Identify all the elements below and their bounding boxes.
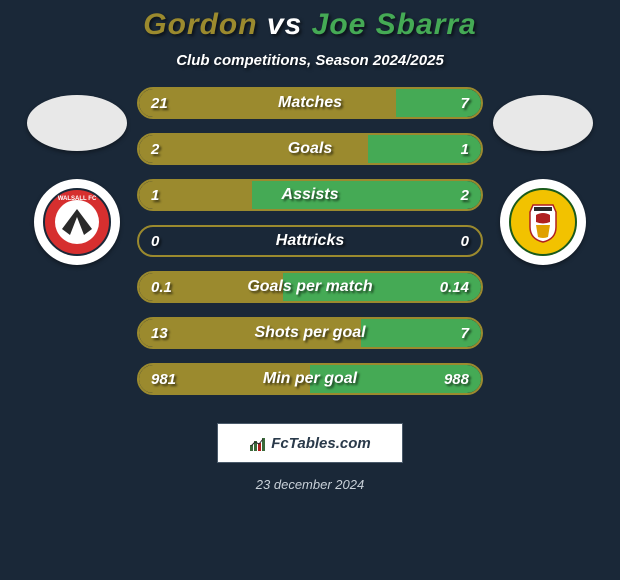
subtitle: Club competitions, Season 2024/2025 [176,52,444,69]
team2-crest [500,179,586,265]
footer-date: 23 december 2024 [256,477,364,492]
team1-crest: WALSALL FC [34,179,120,265]
stat-value-left: 0 [151,233,159,250]
fctables-logo-icon [249,435,267,451]
player2-photo-placeholder [493,95,593,151]
stat-label: Goals per match [247,278,372,296]
stat-bar: 1 2 Assists [137,179,483,211]
stat-label: Shots per goal [254,324,365,342]
fctables-logo[interactable]: FcTables.com [217,423,403,463]
stat-label: Hattricks [276,232,344,250]
stat-value-right: 7 [461,95,469,112]
doncaster-crest-icon [508,187,578,257]
stat-bar: 0 0 Hattricks [137,225,483,257]
main-row: WALSALL FC 217Matches21Goals12Assists00H… [0,87,620,395]
stat-fill-left [139,135,368,163]
stat-fill-left [139,89,396,117]
stat-value-right: 2 [461,187,469,204]
stat-value-left: 1 [151,187,159,204]
stat-bar: 21 7 Matches [137,87,483,119]
stat-label: Assists [282,186,339,204]
stat-label: Min per goal [263,370,357,388]
svg-text:WALSALL FC: WALSALL FC [58,196,97,202]
stat-value-right: 0.14 [440,279,469,296]
stat-value-left: 21 [151,95,168,112]
stat-value-right: 988 [444,371,469,388]
stat-bar: 13 7 Shots per goal [137,317,483,349]
right-side-column [483,87,603,265]
stat-value-right: 7 [461,325,469,342]
vs-text: vs [267,8,302,41]
walsall-crest-icon: WALSALL FC [42,187,112,257]
infographic-container: Gordon vs Joe Sbarra Club competitions, … [0,0,620,580]
left-side-column: WALSALL FC [17,87,137,265]
stat-value-left: 13 [151,325,168,342]
stat-bar: 2 1 Goals [137,133,483,165]
stat-bar: 981 988 Min per goal [137,363,483,395]
stat-label: Goals [288,140,332,158]
stat-value-left: 0.1 [151,279,172,296]
fctables-logo-text: FcTables.com [271,435,370,452]
stat-bar: 0.1 0.14 Goals per match [137,271,483,303]
player1-name: Gordon [143,8,257,41]
comparison-title: Gordon vs Joe Sbarra [143,8,476,42]
stat-value-right: 1 [461,141,469,158]
stat-label: Matches [278,94,342,112]
stat-value-left: 981 [151,371,176,388]
stat-value-right: 0 [461,233,469,250]
player2-name: Joe Sbarra [312,8,477,41]
stats-column: 217Matches21Goals12Assists00Hattricks0.1… [137,87,483,395]
player1-photo-placeholder [27,95,127,151]
stat-value-left: 2 [151,141,159,158]
